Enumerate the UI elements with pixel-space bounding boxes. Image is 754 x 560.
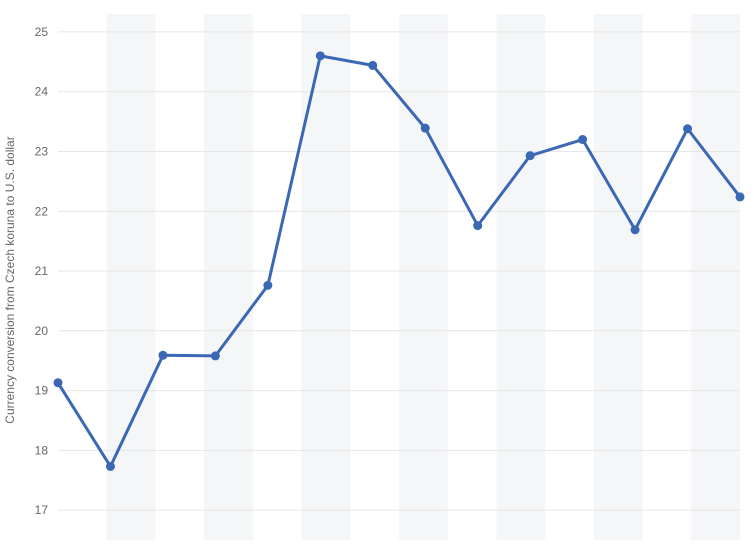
data-point [683,124,692,133]
y-tick-label: 23 [35,144,49,158]
data-point [106,462,115,471]
data-point [526,151,535,160]
y-tick-label: 22 [35,204,49,218]
data-point [631,225,640,234]
data-point [368,61,377,70]
y-tick-label: 21 [35,264,49,278]
data-point [316,51,325,60]
data-point [421,124,430,133]
y-tick-label: 18 [35,443,49,457]
y-tick-label: 20 [35,324,49,338]
data-point [211,351,220,360]
data-point [54,378,63,387]
y-tick-label: 19 [35,384,49,398]
y-tick-label: 24 [35,85,49,99]
y-tick-label: 25 [35,25,49,39]
line-chart: Currency conversion from Czech koruna to… [0,0,754,560]
y-tick-label: 17 [35,503,49,517]
data-point [736,192,745,201]
data-point [578,135,587,144]
chart-svg: 17 18 19 20 21 22 23 24 25 [0,0,754,560]
y-axis-label: Currency conversion from Czech koruna to… [3,136,17,423]
data-point [263,281,272,290]
data-point [158,351,167,360]
data-point [473,221,482,230]
